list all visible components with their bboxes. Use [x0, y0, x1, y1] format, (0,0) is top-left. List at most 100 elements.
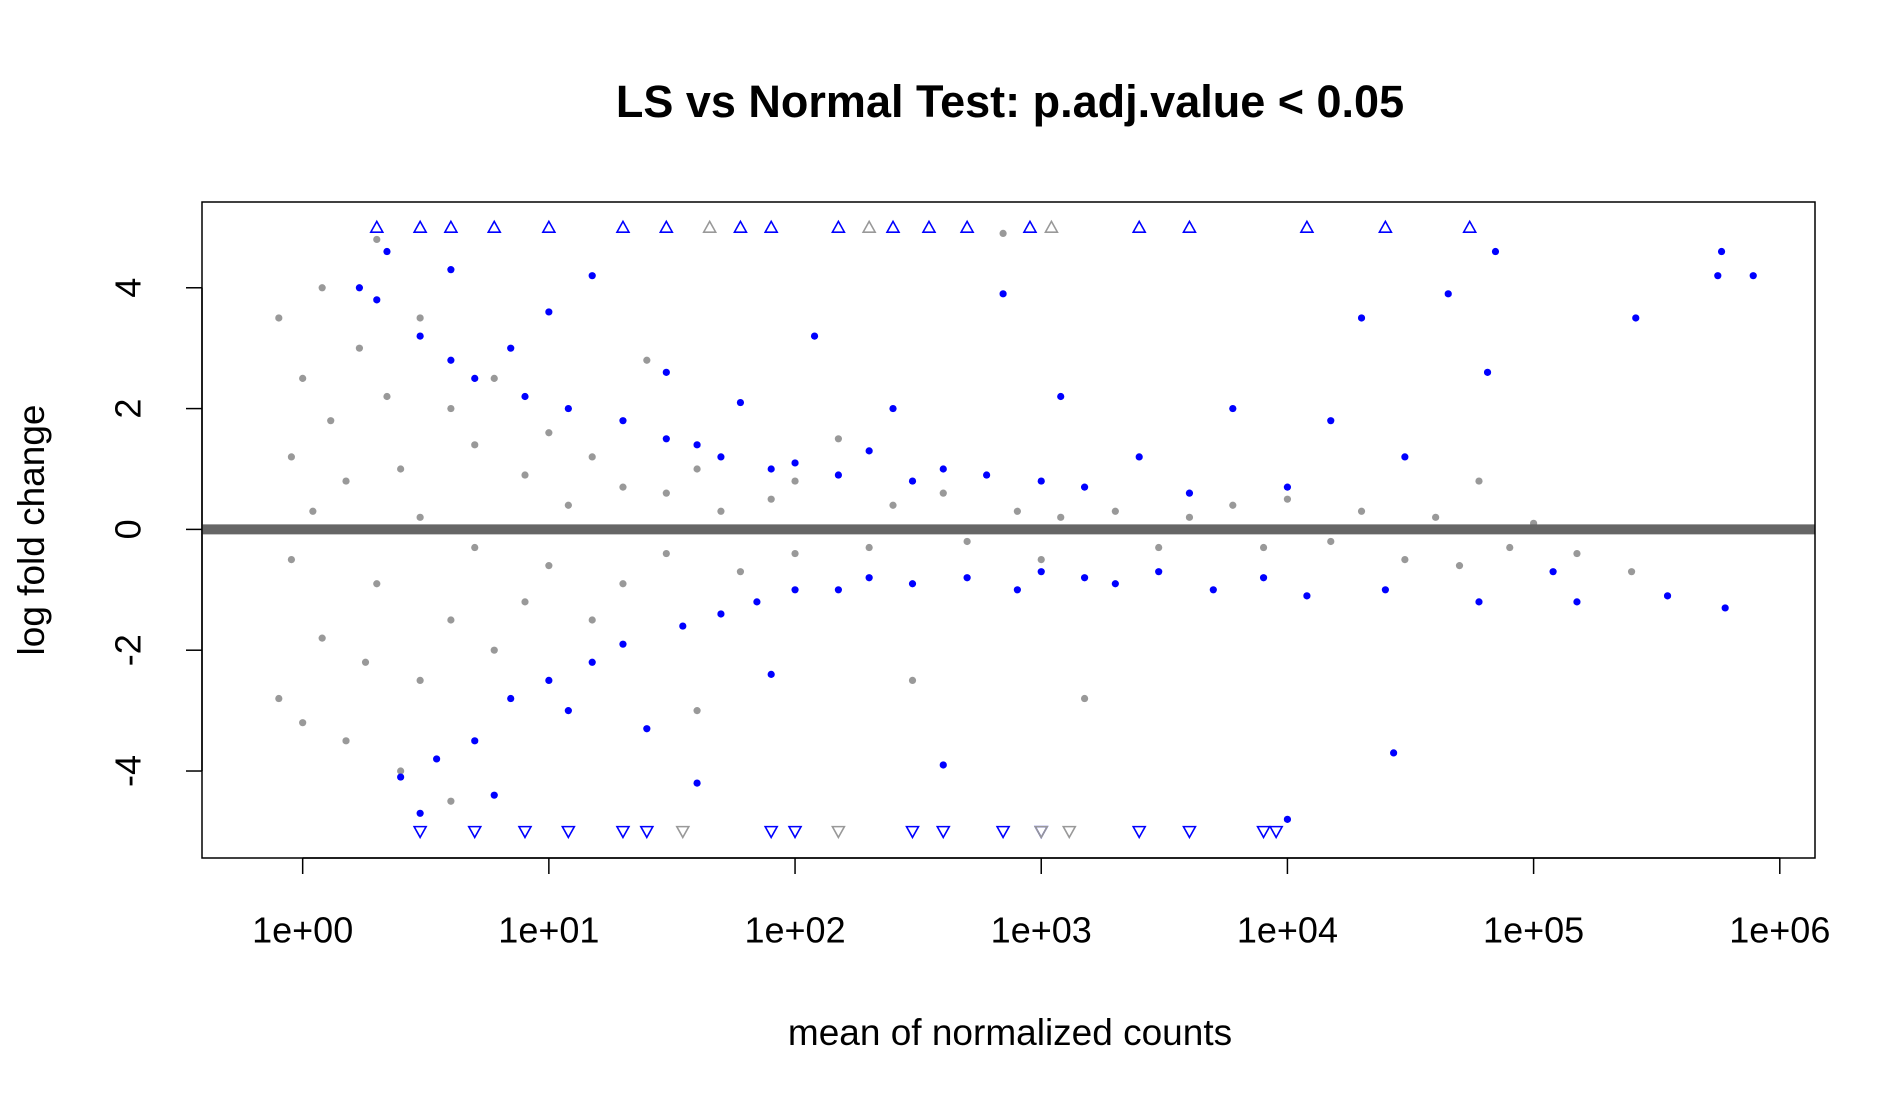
point: [564, 501, 572, 509]
point: [342, 737, 350, 745]
point: [791, 477, 799, 485]
point: [1037, 555, 1045, 564]
point: [1432, 513, 1440, 521]
point: [521, 598, 529, 606]
point: [999, 229, 1007, 238]
point: [397, 465, 405, 473]
point: [1327, 537, 1335, 546]
point: [939, 761, 947, 769]
point: [1155, 543, 1163, 552]
triangle-point: [639, 825, 655, 840]
point: [1037, 477, 1045, 485]
point: [361, 658, 370, 666]
triangle-point: [885, 219, 901, 233]
triangle-point: [675, 825, 691, 840]
point: [1506, 543, 1514, 552]
triangle-point: [831, 825, 846, 840]
point: [1549, 568, 1557, 576]
point: [791, 459, 799, 467]
triangle-point: [959, 219, 975, 233]
point: [490, 791, 498, 799]
point: [1111, 580, 1119, 588]
point: [373, 296, 381, 304]
point: [717, 507, 725, 515]
point: [287, 555, 296, 564]
triangle-point: [369, 219, 385, 233]
y-tick-label: -4: [108, 755, 149, 787]
point: [383, 247, 391, 256]
point: [619, 580, 627, 588]
x-tick-label: 1e+00: [252, 910, 353, 951]
point: [834, 586, 842, 594]
triangle-point: [412, 219, 428, 233]
point: [834, 435, 842, 443]
y-tick-label: 0: [108, 519, 149, 539]
point: [416, 513, 424, 521]
point: [507, 344, 515, 352]
point: [471, 441, 479, 449]
point: [1111, 507, 1119, 515]
triangle-point: [412, 825, 428, 840]
triangle-point: [1022, 219, 1038, 233]
point: [662, 435, 670, 443]
point: [619, 640, 627, 648]
point: [275, 694, 283, 703]
point: [791, 549, 799, 558]
point: [447, 616, 455, 624]
triangle-point: [995, 825, 1011, 840]
triangle-point: [1256, 825, 1271, 840]
point: [908, 580, 917, 588]
triangle-point: [1378, 219, 1393, 233]
triangle-point: [763, 219, 779, 233]
point: [416, 809, 424, 817]
point: [373, 235, 381, 244]
point: [309, 507, 317, 515]
point: [545, 562, 553, 570]
point: [318, 634, 326, 642]
point: [1229, 501, 1237, 509]
point: [447, 356, 455, 364]
point: [471, 737, 479, 745]
point: [693, 465, 701, 473]
point: [342, 477, 350, 485]
triangle-point: [541, 219, 557, 233]
point: [717, 610, 725, 618]
point: [939, 465, 947, 473]
point: [416, 332, 424, 340]
triangle-point: [905, 825, 920, 840]
point: [1390, 749, 1398, 757]
x-tick-label: 1e+06: [1729, 910, 1830, 951]
point: [1444, 290, 1452, 298]
triangle-point: [1462, 219, 1478, 233]
triangle-point: [733, 219, 748, 233]
point: [521, 471, 529, 479]
point: [1401, 453, 1409, 461]
point: [1475, 598, 1483, 606]
triangle-point: [1268, 825, 1284, 840]
point: [889, 404, 897, 413]
triangle-point: [861, 219, 877, 233]
triangle-point: [1033, 825, 1049, 840]
point: [287, 453, 296, 461]
point: [373, 580, 381, 588]
point: [717, 453, 725, 461]
point: [619, 483, 627, 491]
points: [275, 219, 1757, 840]
point: [1185, 513, 1194, 521]
point: [490, 646, 498, 654]
y-tick-label: 4: [108, 278, 149, 298]
point: [679, 622, 687, 630]
point: [1013, 586, 1021, 594]
point: [397, 773, 405, 781]
point: [767, 495, 775, 503]
point: [521, 392, 529, 401]
point: [416, 676, 424, 685]
point: [355, 344, 364, 352]
point: [1013, 507, 1021, 515]
y-tick-label: -2: [108, 634, 149, 666]
point: [588, 616, 596, 624]
triangle-point: [1044, 219, 1059, 233]
triangle-point: [615, 219, 631, 233]
point: [588, 658, 596, 666]
point: [1155, 568, 1163, 576]
